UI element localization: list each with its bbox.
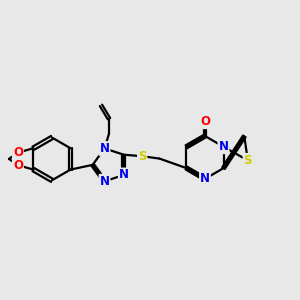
Text: N: N bbox=[218, 140, 229, 153]
Text: S: S bbox=[244, 154, 252, 167]
Text: S: S bbox=[138, 150, 146, 163]
Text: O: O bbox=[13, 159, 23, 172]
Text: O: O bbox=[13, 146, 23, 159]
Text: N: N bbox=[119, 169, 129, 182]
Text: O: O bbox=[200, 115, 210, 128]
Text: N: N bbox=[100, 142, 110, 155]
Text: N: N bbox=[200, 172, 210, 185]
Text: N: N bbox=[100, 175, 110, 188]
